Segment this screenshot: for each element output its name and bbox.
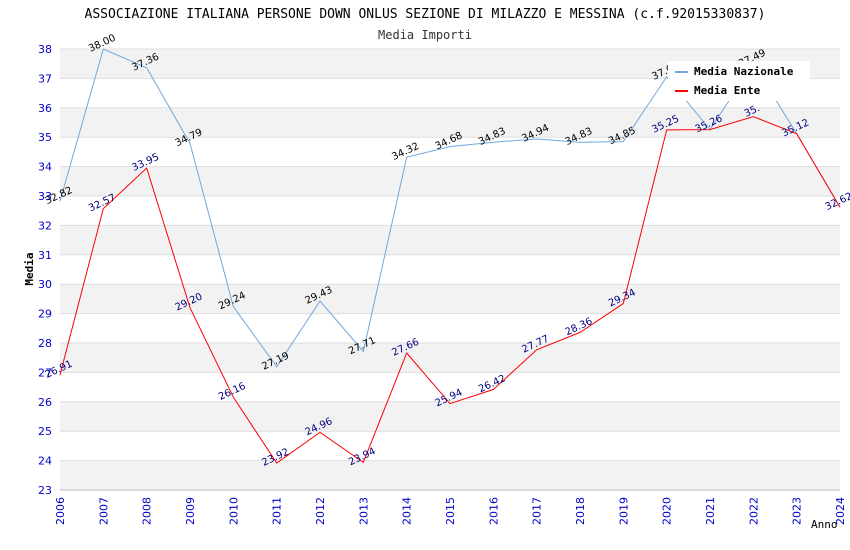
y-tick-label: 26 xyxy=(38,396,52,409)
x-tick-label: 2019 xyxy=(617,497,630,525)
legend-box xyxy=(668,61,810,101)
x-tick-label: 2016 xyxy=(487,497,500,525)
chart-subtitle: Media Importi xyxy=(378,28,472,42)
y-axis-title: Media xyxy=(23,252,36,285)
grid-band xyxy=(60,401,840,432)
x-tick-label: 2021 xyxy=(704,497,717,525)
x-tick-label: 2023 xyxy=(791,497,804,525)
y-tick-label: 38 xyxy=(38,43,52,56)
x-tick-labels: 2006 2007 2008 2009 2010 2011 2012 2013 2014 2015… xyxy=(54,497,847,525)
grid-band xyxy=(60,343,840,373)
x-tick-label: 2022 xyxy=(747,497,760,525)
data-label: 32.82 xyxy=(44,185,75,207)
data-label: 26.42 xyxy=(477,373,508,395)
series-lines xyxy=(59,48,841,464)
series-line-ente xyxy=(59,116,841,464)
x-tick-label: 2013 xyxy=(357,497,370,525)
x-tick-label: 2011 xyxy=(271,497,284,525)
legend-label-ente: Media Ente xyxy=(694,84,761,97)
y-tick-label: 33 xyxy=(38,190,52,203)
data-label: 28.36 xyxy=(564,316,595,338)
grid-bands xyxy=(60,49,840,490)
x-tick-label: 2008 xyxy=(141,497,154,525)
x-tick-label: 2020 xyxy=(661,497,674,525)
y-tick-label: 28 xyxy=(38,337,52,350)
grid-band xyxy=(60,107,840,138)
chart-title: ASSOCIAZIONE ITALIANA PERSONE DOWN ONLUS… xyxy=(85,7,766,22)
y-tick-label: 32 xyxy=(38,219,52,232)
data-label: 26.91 xyxy=(44,359,75,381)
y-tick-label: 36 xyxy=(38,102,52,115)
x-tick-label: 2018 xyxy=(574,497,587,525)
x-tick-label: 2017 xyxy=(531,497,544,525)
y-tick-label: 30 xyxy=(38,278,52,291)
legend-label-nazionale: Media Nazionale xyxy=(694,65,794,78)
y-tick-label: 23 xyxy=(38,484,52,497)
y-tick-label: 25 xyxy=(38,425,52,438)
y-tick-label: 29 xyxy=(38,308,52,321)
data-label: 26.16 xyxy=(217,381,248,403)
x-tick-label: 2010 xyxy=(227,497,240,525)
y-tick-label: 27 xyxy=(38,366,52,379)
x-tick-label: 2007 xyxy=(97,497,110,525)
grid-band xyxy=(60,166,840,196)
x-tick-label: 2006 xyxy=(54,497,67,525)
y-tick-label: 34 xyxy=(38,161,52,174)
y-tick-label: 31 xyxy=(38,249,52,262)
x-tick-label: 2012 xyxy=(314,497,327,525)
y-tick-label: 24 xyxy=(38,455,52,468)
grid-band xyxy=(60,460,840,490)
y-tick-label: 37 xyxy=(38,72,52,85)
x-axis-title: Anno xyxy=(811,518,838,531)
x-tick-label: 2014 xyxy=(401,497,414,525)
x-tick-label: 2009 xyxy=(184,497,197,525)
y-tick-label: 35 xyxy=(38,131,52,144)
legend: Media Nazionale Media Ente xyxy=(668,61,810,101)
x-tick-label: 2024 xyxy=(834,497,847,525)
x-tick-label: 2015 xyxy=(444,497,457,525)
grid-lines xyxy=(60,48,840,491)
y-tick-labels: 23 24 25 26 27 28 29 30 31 32 33 34 35 36 37 38 xyxy=(38,43,52,497)
grid-band xyxy=(60,225,840,255)
